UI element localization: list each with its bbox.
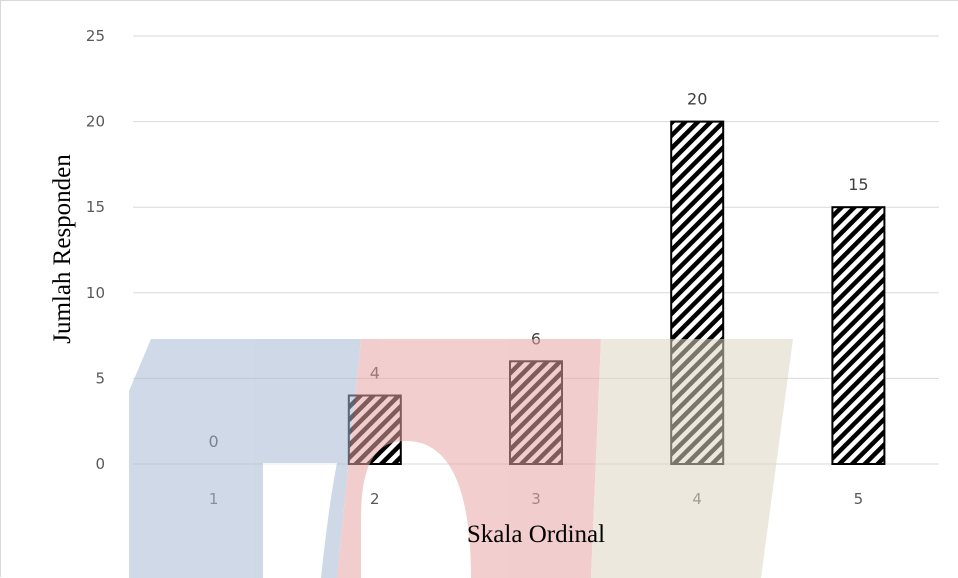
watermark-tan-shape <box>591 339 793 578</box>
y-tick-label: 5 <box>95 369 105 387</box>
watermark-logo <box>129 339 793 578</box>
x-tick-label: 2 <box>370 490 380 508</box>
y-tick-labels: 0 5 10 15 20 25 <box>86 27 105 473</box>
x-axis-title: Skala Ordinal <box>467 521 605 548</box>
watermark-white-cutout <box>263 463 337 578</box>
y-tick-label: 20 <box>86 113 105 131</box>
data-label: 20 <box>687 90 707 109</box>
y-tick-label: 15 <box>86 198 105 216</box>
x-tick-label: 5 <box>854 490 864 508</box>
data-label: 6 <box>531 329 541 348</box>
y-tick-label: 25 <box>86 27 105 45</box>
data-label: 15 <box>848 175 868 194</box>
y-tick-label: 0 <box>95 455 105 473</box>
y-tick-label: 10 <box>86 284 105 302</box>
watermark-blue-shape <box>129 339 361 578</box>
watermark-red-shape <box>337 339 601 578</box>
y-axis-title: Jumlah Responden <box>49 154 76 344</box>
bar <box>831 206 886 465</box>
